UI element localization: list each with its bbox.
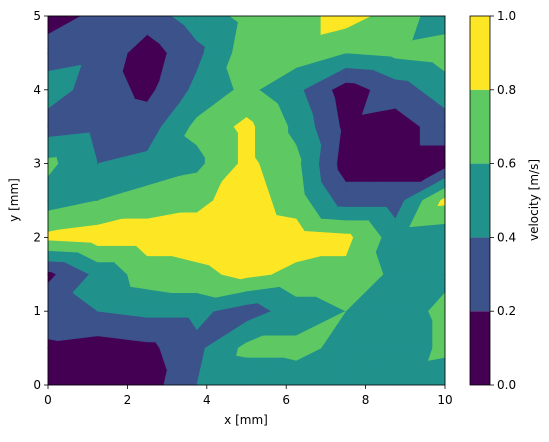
colorbar-tick-label: 0.6	[497, 157, 516, 171]
contour-region	[295, 310, 346, 349]
colorbar-tick-label: 0.0	[497, 378, 516, 392]
x-tick-label: 6	[282, 393, 290, 407]
y-tick-label: 3	[33, 157, 41, 171]
colorbar-frame	[469, 15, 491, 386]
colorbar-segment	[470, 311, 490, 385]
contour-region	[295, 217, 305, 238]
contour-region	[246, 116, 254, 128]
colorbar-segment	[470, 237, 490, 312]
x-axis-label: x [mm]	[224, 413, 268, 427]
y-tick-label: 2	[33, 230, 41, 244]
colorbar-tick-label: 0.4	[497, 230, 516, 244]
contour-region	[146, 212, 181, 238]
contour-region	[246, 335, 264, 349]
contour-region	[246, 126, 256, 165]
y-tick-label: 5	[33, 9, 41, 23]
colorbar-tick-label: 0.8	[497, 83, 516, 97]
y-axis-label: y [mm]	[7, 178, 21, 222]
colorbar-segment	[470, 89, 490, 164]
contour-region	[395, 181, 422, 202]
contour-region	[146, 310, 198, 318]
contour-region	[345, 233, 352, 238]
y-tick-label: 1	[33, 304, 41, 318]
contour-region	[345, 200, 397, 208]
colorbar-tick-label: 0.2	[497, 304, 516, 318]
contour-region	[345, 181, 372, 202]
x-tick-label: 2	[124, 393, 132, 407]
colorbar-label: velocity [m/s]	[527, 159, 541, 241]
plot-frame	[47, 15, 446, 386]
contour-region	[295, 145, 302, 165]
x-tick-label: 8	[362, 393, 370, 407]
y-tick-label: 0	[33, 378, 41, 392]
contour-region	[146, 175, 181, 202]
colorbar-segment	[470, 16, 490, 90]
contour-region	[97, 218, 123, 238]
y-tick-label: 4	[33, 83, 41, 97]
colorbar-segment	[470, 163, 490, 238]
x-tick-label: 0	[44, 393, 52, 407]
x-tick-label: 4	[203, 393, 211, 407]
x-tick-label: 10	[437, 393, 452, 407]
colorbar-tick-label: 1.0	[497, 9, 516, 23]
